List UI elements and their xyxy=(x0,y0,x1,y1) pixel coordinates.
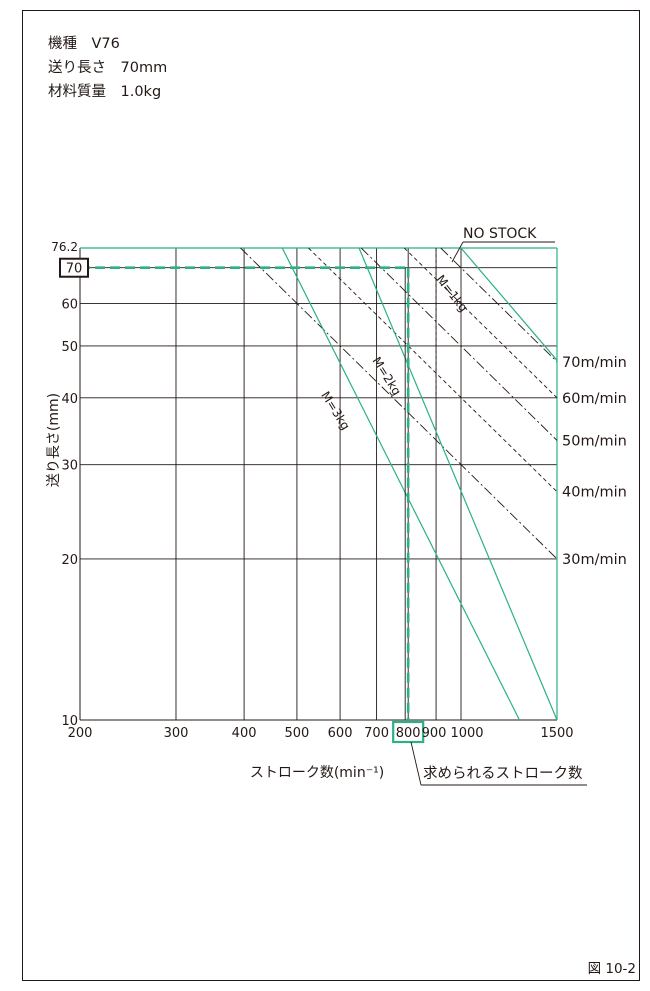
x-tick-label: 900 xyxy=(422,726,447,741)
series-labels: 70m/min 60m/min 50m/min 40m/min 30m/min M=1kg… xyxy=(46,226,627,786)
y-tick-label: 10 xyxy=(61,714,78,729)
y-axis-label: 送り長さ(mm) xyxy=(46,393,62,487)
mass-line-M=3kg xyxy=(281,247,520,721)
speed-line-60m/min xyxy=(403,247,558,399)
x-tick-label: 500 xyxy=(285,726,310,741)
spec-feed-length: 送り長さ 70mm xyxy=(48,60,168,76)
tick-labels: 10 20 30 40 50 60 70 76.2 200 300 400 500 600 700 800 9… xyxy=(51,240,574,744)
mass-label: M=3kg xyxy=(318,389,352,433)
x-tick-label: 1000 xyxy=(450,726,483,741)
y-tick-label: 30 xyxy=(61,459,78,474)
x-axis-label: ストローク数(min⁻¹) xyxy=(250,765,384,781)
speed-label: 40m/min xyxy=(562,485,627,501)
y-tick-label: 20 xyxy=(61,553,78,568)
speed-line-50m/min xyxy=(360,247,558,441)
result-label: 求められるストローク数 xyxy=(423,765,583,782)
spec-model: 機種 V76 xyxy=(48,36,120,52)
speed-label: 50m/min xyxy=(562,433,627,449)
y-tick-label: 70 xyxy=(66,262,83,277)
speed-line-40m/min xyxy=(308,247,558,493)
x-tick-label: 800 xyxy=(396,726,421,741)
x-tick-label: 300 xyxy=(164,726,189,741)
speed-lines xyxy=(240,247,558,560)
x-tick-label: 1500 xyxy=(540,726,573,741)
highlight-lines xyxy=(80,266,410,720)
mass-lines xyxy=(281,247,558,721)
y-tick-label: 40 xyxy=(61,392,78,407)
y-tick-label: 76.2 xyxy=(51,240,78,254)
mass-line-M=2kg xyxy=(358,247,558,721)
result-leader xyxy=(410,741,422,786)
x-tick-label: 600 xyxy=(328,726,353,741)
highlight-y-box xyxy=(59,257,89,278)
figure-number: 図 10-2 xyxy=(587,961,636,977)
no-stock-label: NO STOCK xyxy=(463,226,537,242)
mass-line-M=1kg xyxy=(460,247,558,361)
y-tick-label: 60 xyxy=(61,298,78,313)
no-stock-leader xyxy=(451,241,464,263)
grid xyxy=(79,247,558,721)
speed-label: 30m/min xyxy=(562,552,627,568)
mass-label: M=1kg xyxy=(433,272,470,314)
figure-frame xyxy=(22,10,640,981)
x-tick-label: 700 xyxy=(364,726,389,741)
speed-label: 70m/min xyxy=(562,355,627,371)
speed-label: 60m/min xyxy=(562,391,627,407)
x-tick-label: 200 xyxy=(68,726,93,741)
highlight-x-box xyxy=(392,720,425,744)
y-tick-label: 50 xyxy=(61,340,78,355)
speed-line-30m/min xyxy=(240,247,558,560)
speed-line-70m/min xyxy=(440,247,558,363)
x-tick-label: 400 xyxy=(232,726,257,741)
spec-material-mass: 材料質量 1.0kg xyxy=(48,84,162,100)
